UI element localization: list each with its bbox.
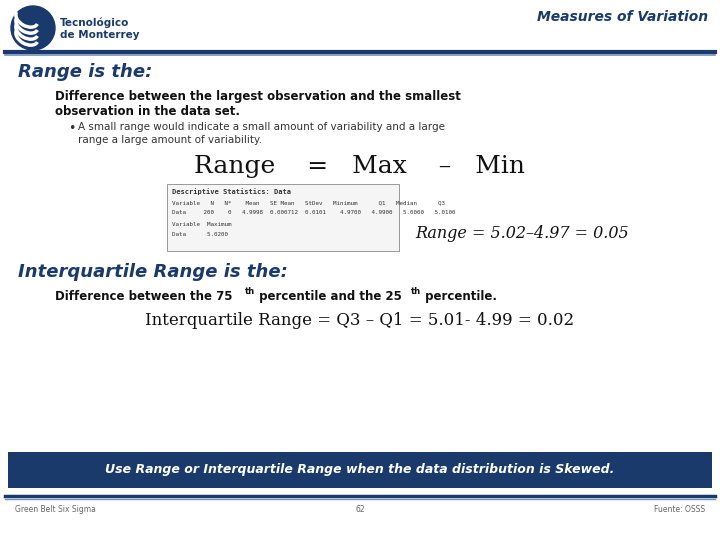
Text: •: • [68,122,76,135]
Text: Tecnológico: Tecnológico [60,18,130,28]
Text: Data      5.0200: Data 5.0200 [172,232,228,237]
Text: Interquartile Range is the:: Interquartile Range is the: [18,263,288,281]
Text: Measures of Variation: Measures of Variation [537,10,708,24]
Text: 62: 62 [355,505,365,514]
Circle shape [11,6,55,50]
Text: Difference between the 75: Difference between the 75 [55,290,233,303]
Text: de Monterrey: de Monterrey [60,30,140,40]
Text: range a large amount of variability.: range a large amount of variability. [78,135,262,145]
Text: Descriptive Statistics: Data: Descriptive Statistics: Data [172,188,291,195]
Text: Range    =   Max    –   Min: Range = Max – Min [194,155,526,178]
Text: Green Belt Six Sigma: Green Belt Six Sigma [15,505,96,514]
FancyBboxPatch shape [167,184,399,251]
FancyBboxPatch shape [8,452,712,488]
Text: percentile.: percentile. [421,290,497,303]
Text: Range is the:: Range is the: [18,63,153,81]
Text: Data     200    0   4.9998  0.000712  0.0101    4.9700   4.9900   5.0000   5.010: Data 200 0 4.9998 0.000712 0.0101 4.9700… [172,210,456,215]
Text: percentile and the 25: percentile and the 25 [255,290,402,303]
Text: Variable   N   N*    Mean   SE Mean   StDev   Minimum      Q1   Median      Q3: Variable N N* Mean SE Mean StDev Minimum… [172,200,445,205]
Text: A small range would indicate a small amount of variability and a large: A small range would indicate a small amo… [78,122,445,132]
Text: Range = 5.02–4.97 = 0.05: Range = 5.02–4.97 = 0.05 [415,225,629,242]
Text: Variable  Maximum: Variable Maximum [172,222,232,227]
Text: Interquartile Range = Q3 – Q1 = 5.01- 4.99 = 0.02: Interquartile Range = Q3 – Q1 = 5.01- 4.… [145,312,575,329]
Text: Use Range or Interquartile Range when the data distribution is Skewed.: Use Range or Interquartile Range when th… [105,463,615,476]
Text: th: th [411,287,421,296]
Text: observation in the data set.: observation in the data set. [55,105,240,118]
Text: th: th [245,287,255,296]
Text: Difference between the largest observation and the smallest: Difference between the largest observati… [55,90,461,103]
Text: Fuente: OSSS: Fuente: OSSS [654,505,705,514]
